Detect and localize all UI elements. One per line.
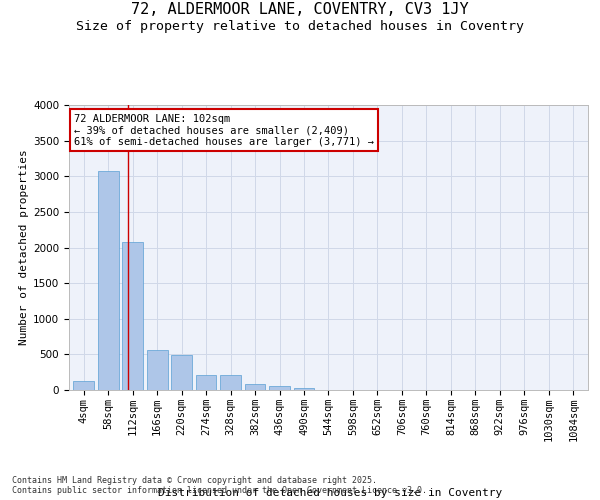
Bar [98,170,119,390]
Text: 72, ALDERMOOR LANE, COVENTRY, CV3 1JY: 72, ALDERMOOR LANE, COVENTRY, CV3 1JY [131,2,469,18]
Text: Distribution of detached houses by size in Coventry: Distribution of detached houses by size … [158,488,502,498]
Bar [196,375,217,390]
Text: Contains HM Land Registry data © Crown copyright and database right 2025.
Contai: Contains HM Land Registry data © Crown c… [12,476,427,495]
Bar [122,242,143,390]
Text: 72 ALDERMOOR LANE: 102sqm
← 39% of detached houses are smaller (2,409)
61% of se: 72 ALDERMOOR LANE: 102sqm ← 39% of detac… [74,114,374,147]
Bar [147,350,167,390]
Text: Size of property relative to detached houses in Coventry: Size of property relative to detached ho… [76,20,524,33]
Y-axis label: Number of detached properties: Number of detached properties [19,150,29,346]
Bar [73,380,94,390]
Bar [220,375,241,390]
Bar [171,355,192,390]
Bar [269,386,290,390]
Bar [293,388,314,390]
Bar [245,384,265,390]
